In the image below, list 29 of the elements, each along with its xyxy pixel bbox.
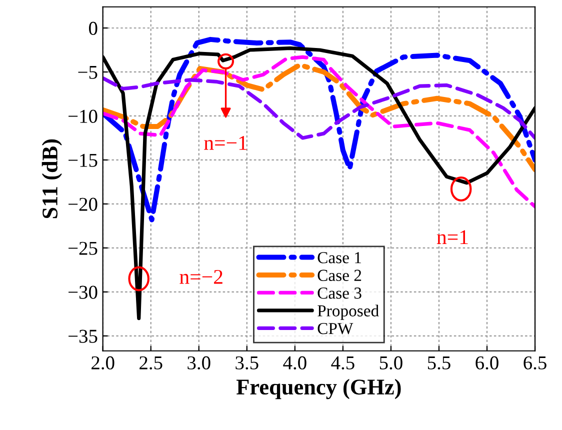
x-tick-label: 2.5 [140,356,162,370]
x-tick-label: 3.0 [188,356,210,370]
line-series [102,55,536,208]
x-tick-label: 6.0 [476,356,498,370]
x-tick-label: 2.0 [92,356,114,370]
y-tick-label: −35 [68,330,98,343]
y-axis-title: S11 (dB) [42,139,62,218]
legend-label: Case 1 [318,252,361,264]
legend-label: Case 3 [318,288,362,299]
y-tick-label: −30 [68,286,98,299]
annotation: n=1 [436,230,468,244]
x-tick-label: 3.5 [236,356,258,370]
y-tick-label: −20 [68,198,98,211]
y-tick-label: −25 [68,242,98,255]
legend-label: CPW [318,322,354,334]
legend-label: Case 2 [318,270,362,282]
y-tick-label: −10 [68,110,98,123]
x-axis-title: Frequency (GHz) [236,378,401,400]
y-tick-label: −5 [78,66,98,79]
x-tick-label: 5.5 [428,356,450,370]
x-tick-label: 6.5 [524,356,546,370]
legend-label: Proposed [318,304,379,320]
y-tick-label: 0 [89,22,98,35]
annotation: n=−1 [204,136,247,150]
y-tick-label: −15 [68,154,98,167]
x-tick-label: 4.0 [283,356,306,370]
annotation: n=−2 [180,270,222,284]
x-tick-label: 4.5 [331,356,354,370]
x-tick-label: 5.0 [380,356,402,370]
